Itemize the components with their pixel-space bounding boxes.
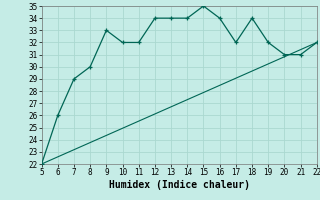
X-axis label: Humidex (Indice chaleur): Humidex (Indice chaleur): [109, 180, 250, 190]
